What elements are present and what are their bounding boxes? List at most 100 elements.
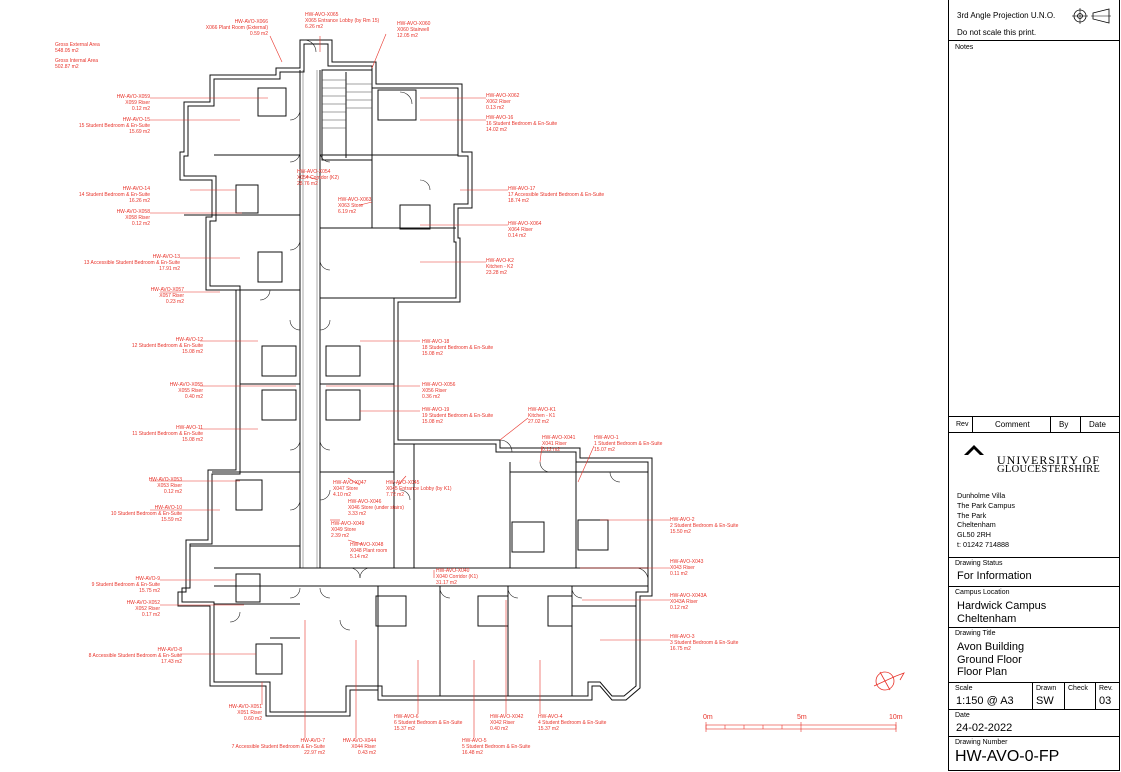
room-tag-id: HW-AVO-9 bbox=[135, 576, 160, 582]
room-tag-name: X056 Riser bbox=[422, 388, 447, 394]
room-tag-id: HW-AVO-X041 bbox=[542, 435, 576, 441]
building-walls bbox=[177, 39, 653, 717]
drawing-title-value: Avon Building Ground Floor Floor Plan bbox=[957, 641, 1024, 679]
room-tag-id: HW-AVO-11 bbox=[176, 425, 203, 431]
room-tag-area: 17.43 m2 bbox=[161, 659, 182, 665]
room-tag-area: 6.26 m2 bbox=[305, 24, 323, 30]
drawing-number-value: HW-AVO-0-FP bbox=[955, 748, 1060, 765]
drawing-title-label: Drawing Title bbox=[955, 630, 996, 637]
room-tag-area: 0.43 m2 bbox=[358, 750, 376, 756]
room-tag-area: 18.74 m2 bbox=[508, 198, 529, 204]
room-tag-area: 0.13 m2 bbox=[486, 105, 504, 111]
room-tag-area: 14.02 m2 bbox=[486, 127, 507, 133]
drawn-value: SW bbox=[1036, 695, 1054, 707]
campus-location-line: Cheltenham bbox=[957, 612, 1017, 625]
room-tag-name: X045 Entrance Lobby (by K1) bbox=[386, 486, 452, 492]
room-tag-id: HW-AVO-18 bbox=[422, 339, 450, 345]
room-tag-id: HW-AVO-X058 bbox=[117, 209, 151, 215]
date-col-header: Date bbox=[1089, 420, 1106, 429]
drawing-number-label: Drawing Number bbox=[955, 739, 1008, 746]
room-tag-area: 15.08 m2 bbox=[182, 349, 203, 355]
address-line: The Park Campus bbox=[957, 500, 1015, 510]
rev-value: 03 bbox=[1099, 695, 1112, 707]
room-tag-id: HW-AVO-X054 bbox=[297, 169, 331, 175]
address-line: GL50 2RH bbox=[957, 530, 991, 540]
room-tag-area: 0.40 m2 bbox=[185, 394, 203, 400]
drawing-title-line: Floor Plan bbox=[957, 666, 1008, 678]
room-tag-area: 16.75 m2 bbox=[670, 646, 691, 652]
address-line: The Park bbox=[957, 510, 987, 520]
campus-location-line: Hardwick Campus bbox=[957, 600, 1047, 612]
room-tag-id: HW-AVO-8 bbox=[157, 647, 182, 653]
room-tag-id: HW-AVO-X057 bbox=[151, 287, 185, 293]
room-tag-name: X042 Riser bbox=[490, 720, 515, 726]
room-tag-id: HW-AVO-K1 bbox=[528, 407, 556, 413]
room-tag-area: 4.10 m2 bbox=[333, 492, 351, 498]
room-tag-area: 12.05 m2 bbox=[397, 33, 418, 39]
room-tag: HW-AVO-99 Student Bedroom & En-Suite15.7… bbox=[92, 576, 161, 594]
do-not-scale-note: Do not scale this print. bbox=[957, 28, 1037, 37]
room-tag-name: 9 Student Bedroom & En-Suite bbox=[92, 582, 161, 588]
drawing-status-label: Drawing Status bbox=[955, 560, 1003, 567]
room-tag: HW-AVO-44 Student Bedroom & En-Suite15.3… bbox=[538, 714, 607, 732]
room-tag-area: 2.39 m2 bbox=[331, 533, 349, 539]
room-tag-name: 14 Student Bedroom & En-Suite bbox=[79, 192, 150, 198]
room-tag-id: HW-AVO-X053 bbox=[149, 477, 183, 483]
room-tag-name: X065 Entrance Lobby (by Rm 15) bbox=[305, 18, 380, 24]
scale-value: 1:150 @ A3 bbox=[956, 695, 1014, 707]
room-tag-id: HW-AVO-16 bbox=[486, 115, 514, 121]
logo-line-2: GLOUCESTERSHIRE bbox=[997, 464, 1101, 475]
room-tag-name: 4 Student Bedroom & En-Suite bbox=[538, 720, 607, 726]
room-tag-area: 0.36 m2 bbox=[422, 394, 440, 400]
room-tag-area: 0.12 m2 bbox=[670, 605, 688, 611]
room-tag: HW-AVO-55 Student Bedroom & En-Suite16.4… bbox=[462, 738, 531, 756]
room-tag-id: HW-AVO-5 bbox=[462, 738, 487, 744]
room-tag: HW-AVO-33 Student Bedroom & En-Suite16.7… bbox=[670, 634, 739, 652]
room-tag-id: HW-AVO-15 bbox=[123, 117, 151, 123]
scale-bar-end: 10m bbox=[889, 714, 903, 721]
third-angle-projection-icon bbox=[1072, 8, 1111, 24]
floor-plan: Gross External Area 548.05 m2 Gross Inte… bbox=[55, 12, 905, 756]
room-tag: HW-AVO-11 Student Bedroom & En-Suite15.0… bbox=[594, 435, 663, 453]
comment-col-header: Comment bbox=[995, 420, 1030, 429]
room-tag-id: HW-AVO-X040 bbox=[436, 568, 470, 574]
room-tag-area: 15.75 m2 bbox=[139, 588, 160, 594]
room-tag-area: 15.08 m2 bbox=[182, 437, 203, 443]
room-tag-id: HW-AVO-X049 bbox=[331, 521, 365, 527]
room-tag-id: HW-AVO-X045 bbox=[386, 480, 420, 486]
gross-external-value: 548.05 m2 bbox=[55, 48, 79, 54]
room-tag-name: 11 Student Bedroom & En-Suite bbox=[132, 431, 203, 437]
campus-location-label: Campus Location bbox=[955, 589, 1010, 596]
room-tag-name: X048 Plant room bbox=[350, 548, 387, 554]
room-tag-id: HW-AVO-X059 bbox=[117, 94, 151, 100]
room-tag-name: X066 Plant Room (External) bbox=[206, 25, 269, 31]
by-col-header: By bbox=[1059, 420, 1069, 429]
room-tag-name: 17 Accessible Student Bedroom & En-Suite bbox=[508, 192, 604, 198]
gross-internal-label: Gross Internal Area bbox=[55, 58, 98, 64]
room-tag-id: HW-AVO-X063 bbox=[338, 197, 372, 203]
drawing-status-value: For Information bbox=[957, 570, 1032, 582]
scale-bar-start: 0m bbox=[703, 714, 713, 721]
room-tag-id: HW-AVO-X056 bbox=[422, 382, 456, 388]
room-tag-area: 27.02 m2 bbox=[528, 419, 549, 425]
room-tag-name: X054 Corridor (K2) bbox=[297, 175, 339, 181]
date-label: Date bbox=[955, 712, 970, 719]
room-tag-name: 10 Student Bedroom & En-Suite bbox=[111, 511, 182, 517]
room-tag-area: 16.48 m2 bbox=[462, 750, 483, 756]
title-block: 3rd Angle Projection U.N.O. Do not scale… bbox=[948, 0, 1120, 771]
